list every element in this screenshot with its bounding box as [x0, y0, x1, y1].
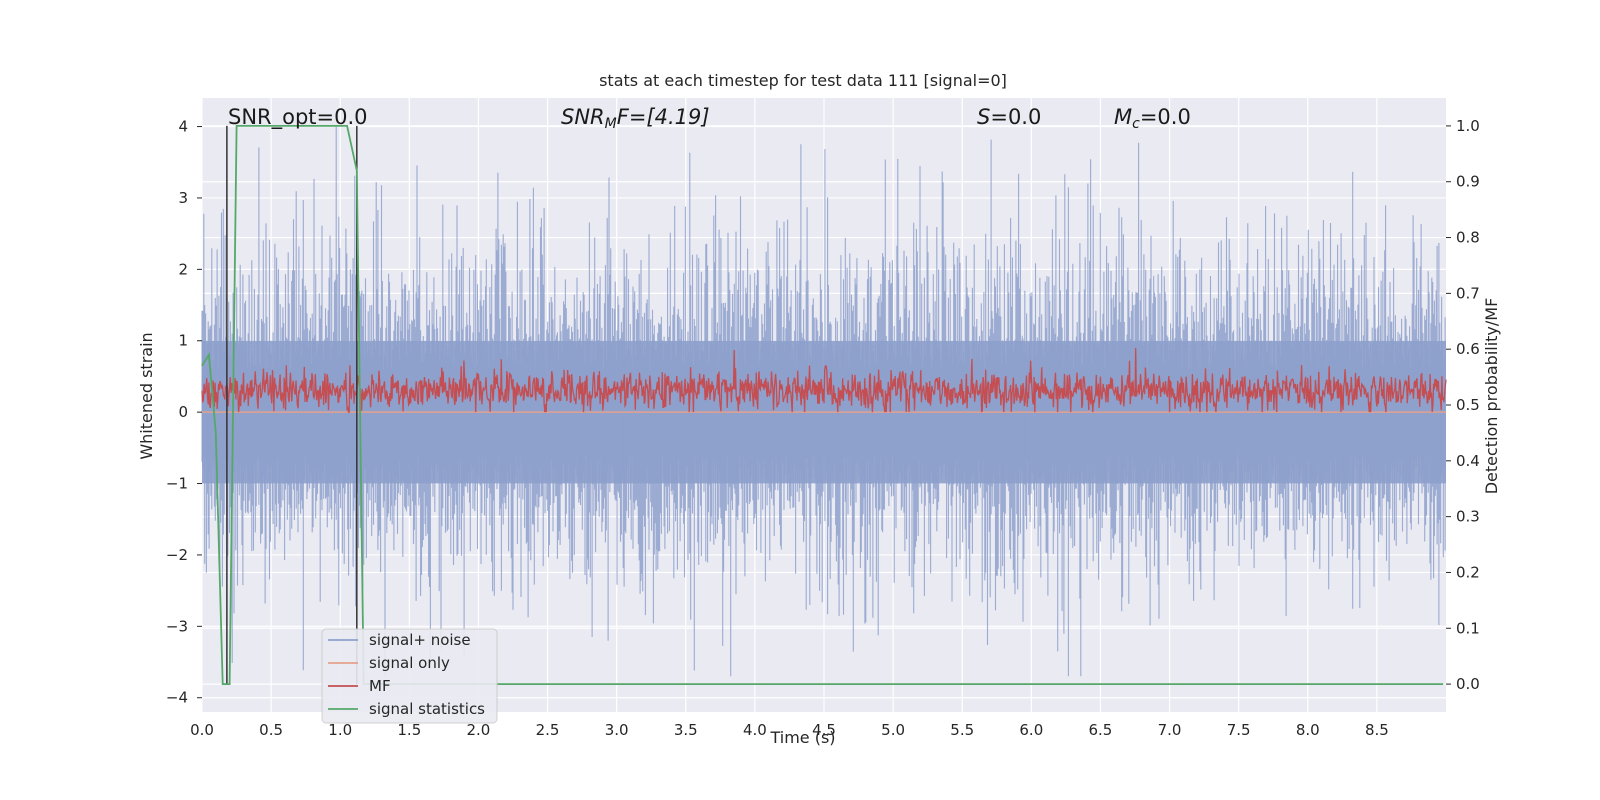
x-axis-label: Time (s) — [769, 728, 835, 747]
x-tick-label: 1.5 — [397, 721, 421, 739]
y-left-tick-label: 2 — [178, 260, 188, 278]
legend-label-mf: MF — [369, 677, 391, 695]
x-tick-label: 5.0 — [881, 721, 905, 739]
x-axis-ticks: 0.0 0.5 1.0 1.5 2.0 2.5 3.0 3.5 4.0 4.5 5.0 5.5 6.0 6… — [190, 721, 1389, 739]
annotation-mc: Mc=0.0 — [1114, 105, 1191, 132]
y-right-tick-label: 0.9 — [1456, 173, 1480, 191]
annotation-snr-mf-prefix: SNR — [561, 105, 605, 129]
annotation-s-value: =0.0 — [990, 105, 1041, 129]
y-left-tick-label: 1 — [178, 332, 188, 350]
y-left-tick-label: 4 — [178, 118, 188, 136]
x-tick-label: 5.5 — [950, 721, 974, 739]
series-mf — [201, 348, 1447, 413]
y-left-tick-label: −2 — [166, 546, 188, 564]
annotation-mc-value: =0.0 — [1140, 105, 1191, 129]
chart-title: stats at each timestep for test data 111… — [599, 71, 1007, 90]
y-right-axis-ticks: 1.0 0.9 0.8 0.7 0.6 0.5 0.4 0.3 0.2 0.1 0.0 — [1446, 117, 1480, 693]
legend-label-signal-plus-noise: signal+ noise — [369, 631, 471, 649]
annotation-snr-opt: SNR_opt=0.0 — [228, 105, 368, 130]
y-left-axis-label: Whitened strain — [137, 332, 156, 459]
legend-label-signal-statistics: signal statistics — [369, 700, 485, 718]
y-left-tick-label: 3 — [178, 189, 188, 207]
annotation-snr-mf-sub: M — [605, 116, 617, 132]
x-tick-label: 3.0 — [605, 721, 629, 739]
x-tick-label: 8.5 — [1365, 721, 1389, 739]
annotation-snr-mf: SNRMF=[4.19] — [561, 105, 710, 132]
legend-label-signal-only: signal only — [369, 654, 450, 672]
y-right-axis-label: Detection probability/MF — [1482, 298, 1501, 495]
legend-box — [321, 628, 498, 724]
x-tick-label: 4.0 — [743, 721, 767, 739]
y-left-axis-ticks: 4 3 2 1 0 −1 −2 −3 −4 — [166, 118, 202, 707]
y-right-tick-label: 0.0 — [1456, 675, 1480, 693]
x-tick-label: 4.5 — [812, 721, 836, 739]
y-right-tick-label: 0.5 — [1456, 396, 1480, 414]
x-tick-label: 6.0 — [1019, 721, 1043, 739]
x-tick-label: 6.5 — [1089, 721, 1113, 739]
annotation-mc-label: M — [1114, 105, 1132, 129]
x-tick-label: 1.0 — [328, 721, 352, 739]
y-right-tick-label: 0.7 — [1456, 284, 1480, 302]
y-left-tick-label: −4 — [166, 689, 188, 707]
x-tick-label: 8.0 — [1296, 721, 1320, 739]
x-tick-label: 2.5 — [536, 721, 560, 739]
x-tick-label: 2.0 — [467, 721, 491, 739]
x-tick-label: 3.5 — [674, 721, 698, 739]
y-right-tick-label: 0.4 — [1456, 452, 1480, 470]
y-right-tick-label: 0.2 — [1456, 563, 1480, 581]
y-right-tick-label: 0.8 — [1456, 229, 1480, 247]
y-left-tick-label: −3 — [166, 617, 188, 635]
legend: signal+ noise signal only MF signal stat… — [321, 628, 498, 724]
annotation-s: S=0.0 — [977, 105, 1041, 129]
y-left-tick-label: 0 — [178, 403, 188, 421]
x-tick-label: 0.5 — [259, 721, 283, 739]
y-right-tick-label: 0.6 — [1456, 340, 1480, 358]
x-tick-label: 7.5 — [1227, 721, 1251, 739]
annotation-mc-sub: c — [1132, 116, 1140, 132]
y-right-tick-label: 1.0 — [1456, 117, 1480, 135]
x-tick-label: 0.0 — [190, 721, 214, 739]
annotation-s-label: S — [977, 105, 990, 129]
y-right-tick-label: 0.3 — [1456, 508, 1480, 526]
y-left-tick-label: −1 — [166, 475, 188, 493]
annotation-snr-mf-rest: F=[4.19] — [617, 105, 710, 129]
x-tick-label: 7.0 — [1158, 721, 1182, 739]
y-right-tick-label: 0.1 — [1456, 619, 1480, 637]
